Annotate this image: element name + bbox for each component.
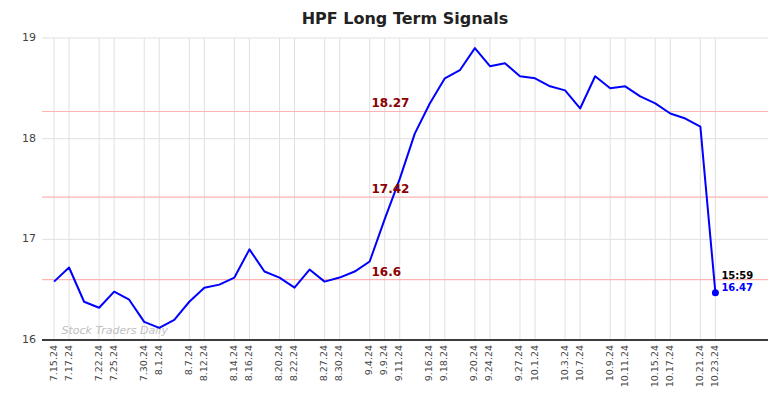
x-tick-label: 7.22.24: [93, 345, 104, 381]
reference-line-label: 16.6: [371, 265, 401, 279]
x-tick-label: 10.17.24: [664, 345, 675, 387]
x-tick-label: 8.22.24: [288, 345, 299, 381]
x-grid-line: [54, 38, 55, 340]
reference-line-label: 18.27: [371, 96, 409, 110]
x-tick-label: 9.4.24: [363, 345, 374, 375]
x-tick-label: 8.1.24: [153, 345, 164, 375]
x-grid-line: [444, 38, 445, 340]
x-axis-line: [42, 339, 768, 341]
x-tick-label: 7.30.24: [138, 345, 149, 381]
x-grid-line: [189, 38, 190, 340]
x-tick-label: 8.16.24: [243, 345, 254, 381]
x-tick-label: 9.27.24: [513, 345, 524, 381]
x-grid-line: [655, 38, 656, 340]
x-grid-line: [234, 38, 235, 340]
x-grid-line: [489, 38, 490, 340]
x-tick-label: 7.17.24: [63, 345, 74, 381]
x-tick-label: 7.15.24: [48, 345, 59, 381]
y-grid-line: [42, 138, 768, 139]
x-tick-label: 10.1.24: [529, 345, 540, 381]
x-tick-label: 10.11.24: [619, 345, 630, 387]
y-grid-line: [42, 340, 768, 341]
x-grid-line: [339, 38, 340, 340]
last-point: [712, 289, 719, 296]
x-tick-label: 9.24.24: [483, 345, 494, 381]
y-tick-label: 17: [22, 232, 36, 245]
x-grid-line: [369, 38, 370, 340]
reference-line: [42, 279, 768, 280]
x-grid-line: [69, 38, 70, 340]
x-tick-label: 8.12.24: [198, 345, 209, 381]
x-tick-label: 9.18.24: [438, 345, 449, 381]
x-tick-label: 10.7.24: [574, 345, 585, 381]
annotation-value: 16.47: [721, 282, 753, 293]
x-grid-line: [474, 38, 475, 340]
y-tick-label: 18: [22, 132, 36, 145]
x-grid-line: [625, 38, 626, 340]
x-grid-line: [700, 38, 701, 340]
x-tick-label: 9.16.24: [423, 345, 434, 381]
x-tick-label: 8.27.24: [318, 345, 329, 381]
grid: [42, 38, 768, 340]
plot-area: [42, 48, 768, 328]
x-tick-label: 8.20.24: [273, 345, 284, 381]
x-grid-line: [580, 38, 581, 340]
x-grid-line: [535, 38, 536, 340]
x-grid-line: [204, 38, 205, 340]
x-tick-label: 7.25.24: [108, 345, 119, 381]
x-grid-line: [670, 38, 671, 340]
x-grid-line: [159, 38, 160, 340]
x-grid-line: [519, 38, 520, 340]
y-grid-line: [42, 38, 768, 39]
price-line: [54, 48, 715, 328]
x-grid-line: [294, 38, 295, 340]
x-tick-label: 10.15.24: [649, 345, 660, 387]
y-tick-label: 16: [22, 333, 36, 346]
x-grid-line: [279, 38, 280, 340]
x-grid-line: [324, 38, 325, 340]
axes: 16 17 18 19 7.15.24 7.17.24 7.22.24 7.25.24 7.30…: [22, 31, 768, 387]
chart-svg: HPF Long Term Signals 16 17 18 19 7.15.24 7.17…: [0, 0, 784, 398]
annotation-time: 15:59: [721, 270, 753, 281]
x-tick-label: 10.9.24: [604, 345, 615, 381]
x-grid-line: [144, 38, 145, 340]
x-tick-label: 8.7.24: [183, 345, 194, 375]
x-grid-line: [114, 38, 115, 340]
y-grid-line: [42, 239, 768, 240]
reference-line: [42, 196, 768, 197]
x-tick-label: 9.9.24: [378, 345, 389, 375]
x-grid-line: [429, 38, 430, 340]
x-grid-line: [99, 38, 100, 340]
x-tick-label: 8.14.24: [228, 345, 239, 381]
x-grid-line: [565, 38, 566, 340]
chart-container: HPF Long Term Signals 16 17 18 19 7.15.24 7.17…: [0, 0, 784, 398]
y-tick-label: 19: [22, 31, 36, 44]
x-tick-label: 8.30.24: [333, 345, 344, 381]
x-tick-label: 9.20.24: [468, 345, 479, 381]
reference-line: [42, 111, 768, 112]
x-grid-line: [610, 38, 611, 340]
reference-line-label: 17.42: [371, 182, 409, 196]
x-grid-line: [249, 38, 250, 340]
x-tick-label: 10.23.24: [709, 345, 720, 387]
x-tick-label: 10.21.24: [694, 345, 705, 387]
chart-title: HPF Long Term Signals: [302, 9, 509, 28]
x-tick-label: 10.3.24: [559, 345, 570, 381]
x-tick-label: 9.11.24: [393, 345, 404, 381]
